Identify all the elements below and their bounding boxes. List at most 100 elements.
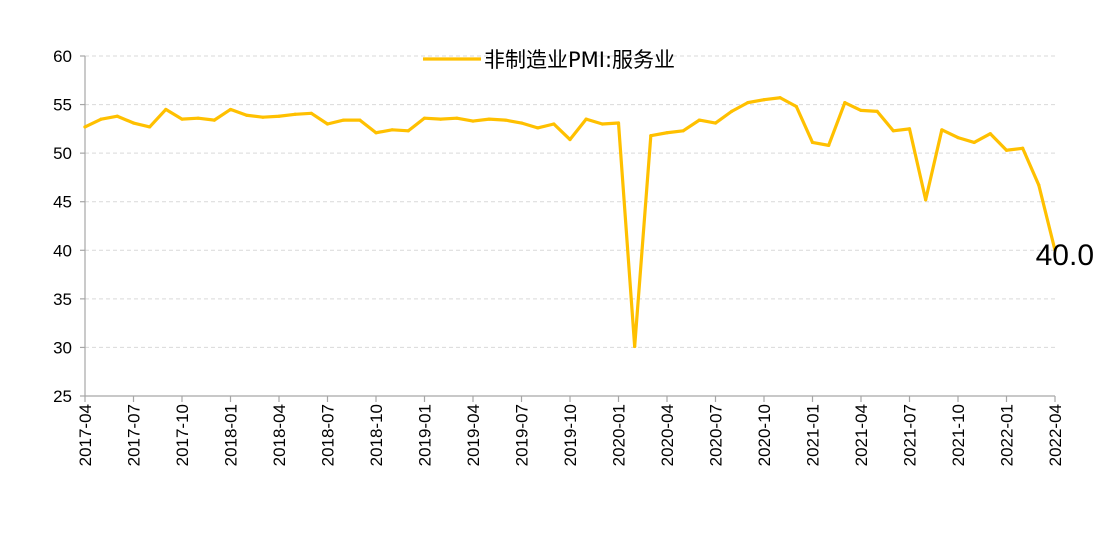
data-point bbox=[988, 132, 992, 136]
y-tick-label: 40 bbox=[53, 241, 72, 260]
data-point bbox=[681, 129, 685, 133]
x-tick-label: 2017-10 bbox=[173, 404, 192, 466]
data-point bbox=[406, 129, 410, 133]
series-line bbox=[83, 96, 1057, 349]
data-point bbox=[1004, 148, 1009, 152]
y-tick-label: 50 bbox=[53, 144, 72, 163]
data-point bbox=[390, 128, 394, 132]
data-point bbox=[616, 121, 621, 125]
data-point bbox=[309, 111, 313, 115]
data-point bbox=[600, 122, 604, 126]
data-point bbox=[697, 118, 701, 122]
data-point bbox=[325, 122, 330, 126]
legend-label: 非制造业PMI:服务业 bbox=[484, 48, 675, 72]
x-tick-label: 2018-01 bbox=[222, 404, 241, 466]
data-point bbox=[422, 116, 427, 120]
x-tick-label: 2020-01 bbox=[610, 404, 629, 466]
data-point bbox=[956, 136, 960, 140]
series-group bbox=[83, 96, 1057, 349]
data-point bbox=[827, 143, 831, 147]
x-tick-label: 2021-01 bbox=[804, 404, 823, 466]
data-point bbox=[859, 108, 863, 112]
y-axis-ticks: 25 30 35 40 45 50 55 60 bbox=[53, 47, 85, 406]
y-tick-label: 45 bbox=[53, 193, 72, 212]
x-tick-label: 2022-04 bbox=[1046, 404, 1065, 466]
x-tick-label: 2018-10 bbox=[367, 404, 386, 466]
data-point bbox=[358, 118, 362, 122]
data-point bbox=[778, 96, 782, 100]
data-point bbox=[924, 198, 928, 202]
y-tick-label: 30 bbox=[53, 338, 72, 357]
data-point bbox=[568, 137, 572, 142]
data-point bbox=[762, 98, 766, 102]
legend: 非制造业PMI:服务业 bbox=[423, 48, 675, 72]
data-point bbox=[245, 113, 249, 117]
y-tick-label: 35 bbox=[53, 290, 72, 309]
x-tick-label: 2021-10 bbox=[949, 404, 968, 466]
data-point bbox=[1021, 146, 1025, 150]
y-tick-label: 60 bbox=[53, 47, 72, 66]
data-point bbox=[131, 121, 136, 125]
data-point bbox=[115, 114, 119, 118]
data-point bbox=[907, 127, 912, 131]
data-point bbox=[180, 117, 184, 121]
data-point bbox=[730, 109, 734, 113]
data-point bbox=[503, 118, 507, 122]
data-point bbox=[342, 118, 346, 122]
data-point bbox=[83, 125, 87, 129]
data-point bbox=[649, 134, 653, 138]
data-point bbox=[794, 104, 798, 109]
data-point bbox=[536, 126, 540, 130]
x-tick-label: 2017-04 bbox=[76, 404, 95, 466]
axes bbox=[84, 56, 1055, 397]
x-tick-label: 2021-07 bbox=[901, 404, 920, 466]
data-point bbox=[487, 117, 491, 121]
data-point bbox=[875, 109, 879, 113]
x-tick-label: 2021-04 bbox=[852, 404, 871, 466]
data-point bbox=[843, 101, 847, 105]
x-tick-label: 2018-07 bbox=[319, 404, 338, 466]
data-point bbox=[148, 125, 152, 129]
data-point bbox=[746, 101, 750, 105]
data-point bbox=[293, 112, 297, 116]
x-tick-label: 2020-07 bbox=[707, 404, 726, 466]
data-point bbox=[891, 129, 895, 133]
gridlines bbox=[85, 55, 1055, 348]
data-point bbox=[810, 140, 815, 145]
x-tick-label: 2020-10 bbox=[755, 404, 774, 466]
data-point bbox=[552, 122, 556, 126]
y-tick-label: 25 bbox=[53, 387, 72, 406]
data-point bbox=[455, 116, 459, 120]
x-tick-label: 2018-04 bbox=[270, 404, 289, 466]
data-point bbox=[99, 117, 103, 121]
data-point bbox=[212, 118, 216, 122]
data-point bbox=[164, 107, 168, 112]
data-point bbox=[972, 140, 976, 145]
x-tick-label: 2019-04 bbox=[464, 404, 483, 466]
x-tick-label: 2019-10 bbox=[561, 404, 580, 466]
data-point bbox=[261, 115, 265, 119]
data-point bbox=[374, 131, 378, 135]
data-point bbox=[196, 116, 200, 120]
x-tick-label: 2022-01 bbox=[998, 404, 1017, 466]
x-tick-label: 2019-01 bbox=[416, 404, 435, 466]
data-point bbox=[584, 117, 588, 121]
data-point bbox=[713, 121, 718, 125]
data-point bbox=[277, 114, 281, 118]
data-point bbox=[665, 131, 669, 135]
x-tick-label: 2020-04 bbox=[658, 404, 677, 466]
x-tick-label: 2017-07 bbox=[125, 404, 144, 466]
data-point bbox=[228, 107, 233, 112]
data-point bbox=[519, 121, 524, 125]
data-point bbox=[1037, 183, 1041, 187]
data-point bbox=[439, 117, 443, 121]
data-point bbox=[633, 344, 637, 349]
data-point bbox=[471, 119, 475, 123]
y-tick-label: 55 bbox=[53, 96, 72, 115]
data-point bbox=[1053, 248, 1057, 252]
x-tick-label: 2019-07 bbox=[513, 404, 532, 466]
data-point bbox=[940, 128, 944, 132]
x-axis-ticks: 2017-04 2017-07 2017-10 2018-01 2018-04 2018-… bbox=[76, 396, 1065, 466]
end-data-label: 40.0 bbox=[1036, 239, 1094, 272]
